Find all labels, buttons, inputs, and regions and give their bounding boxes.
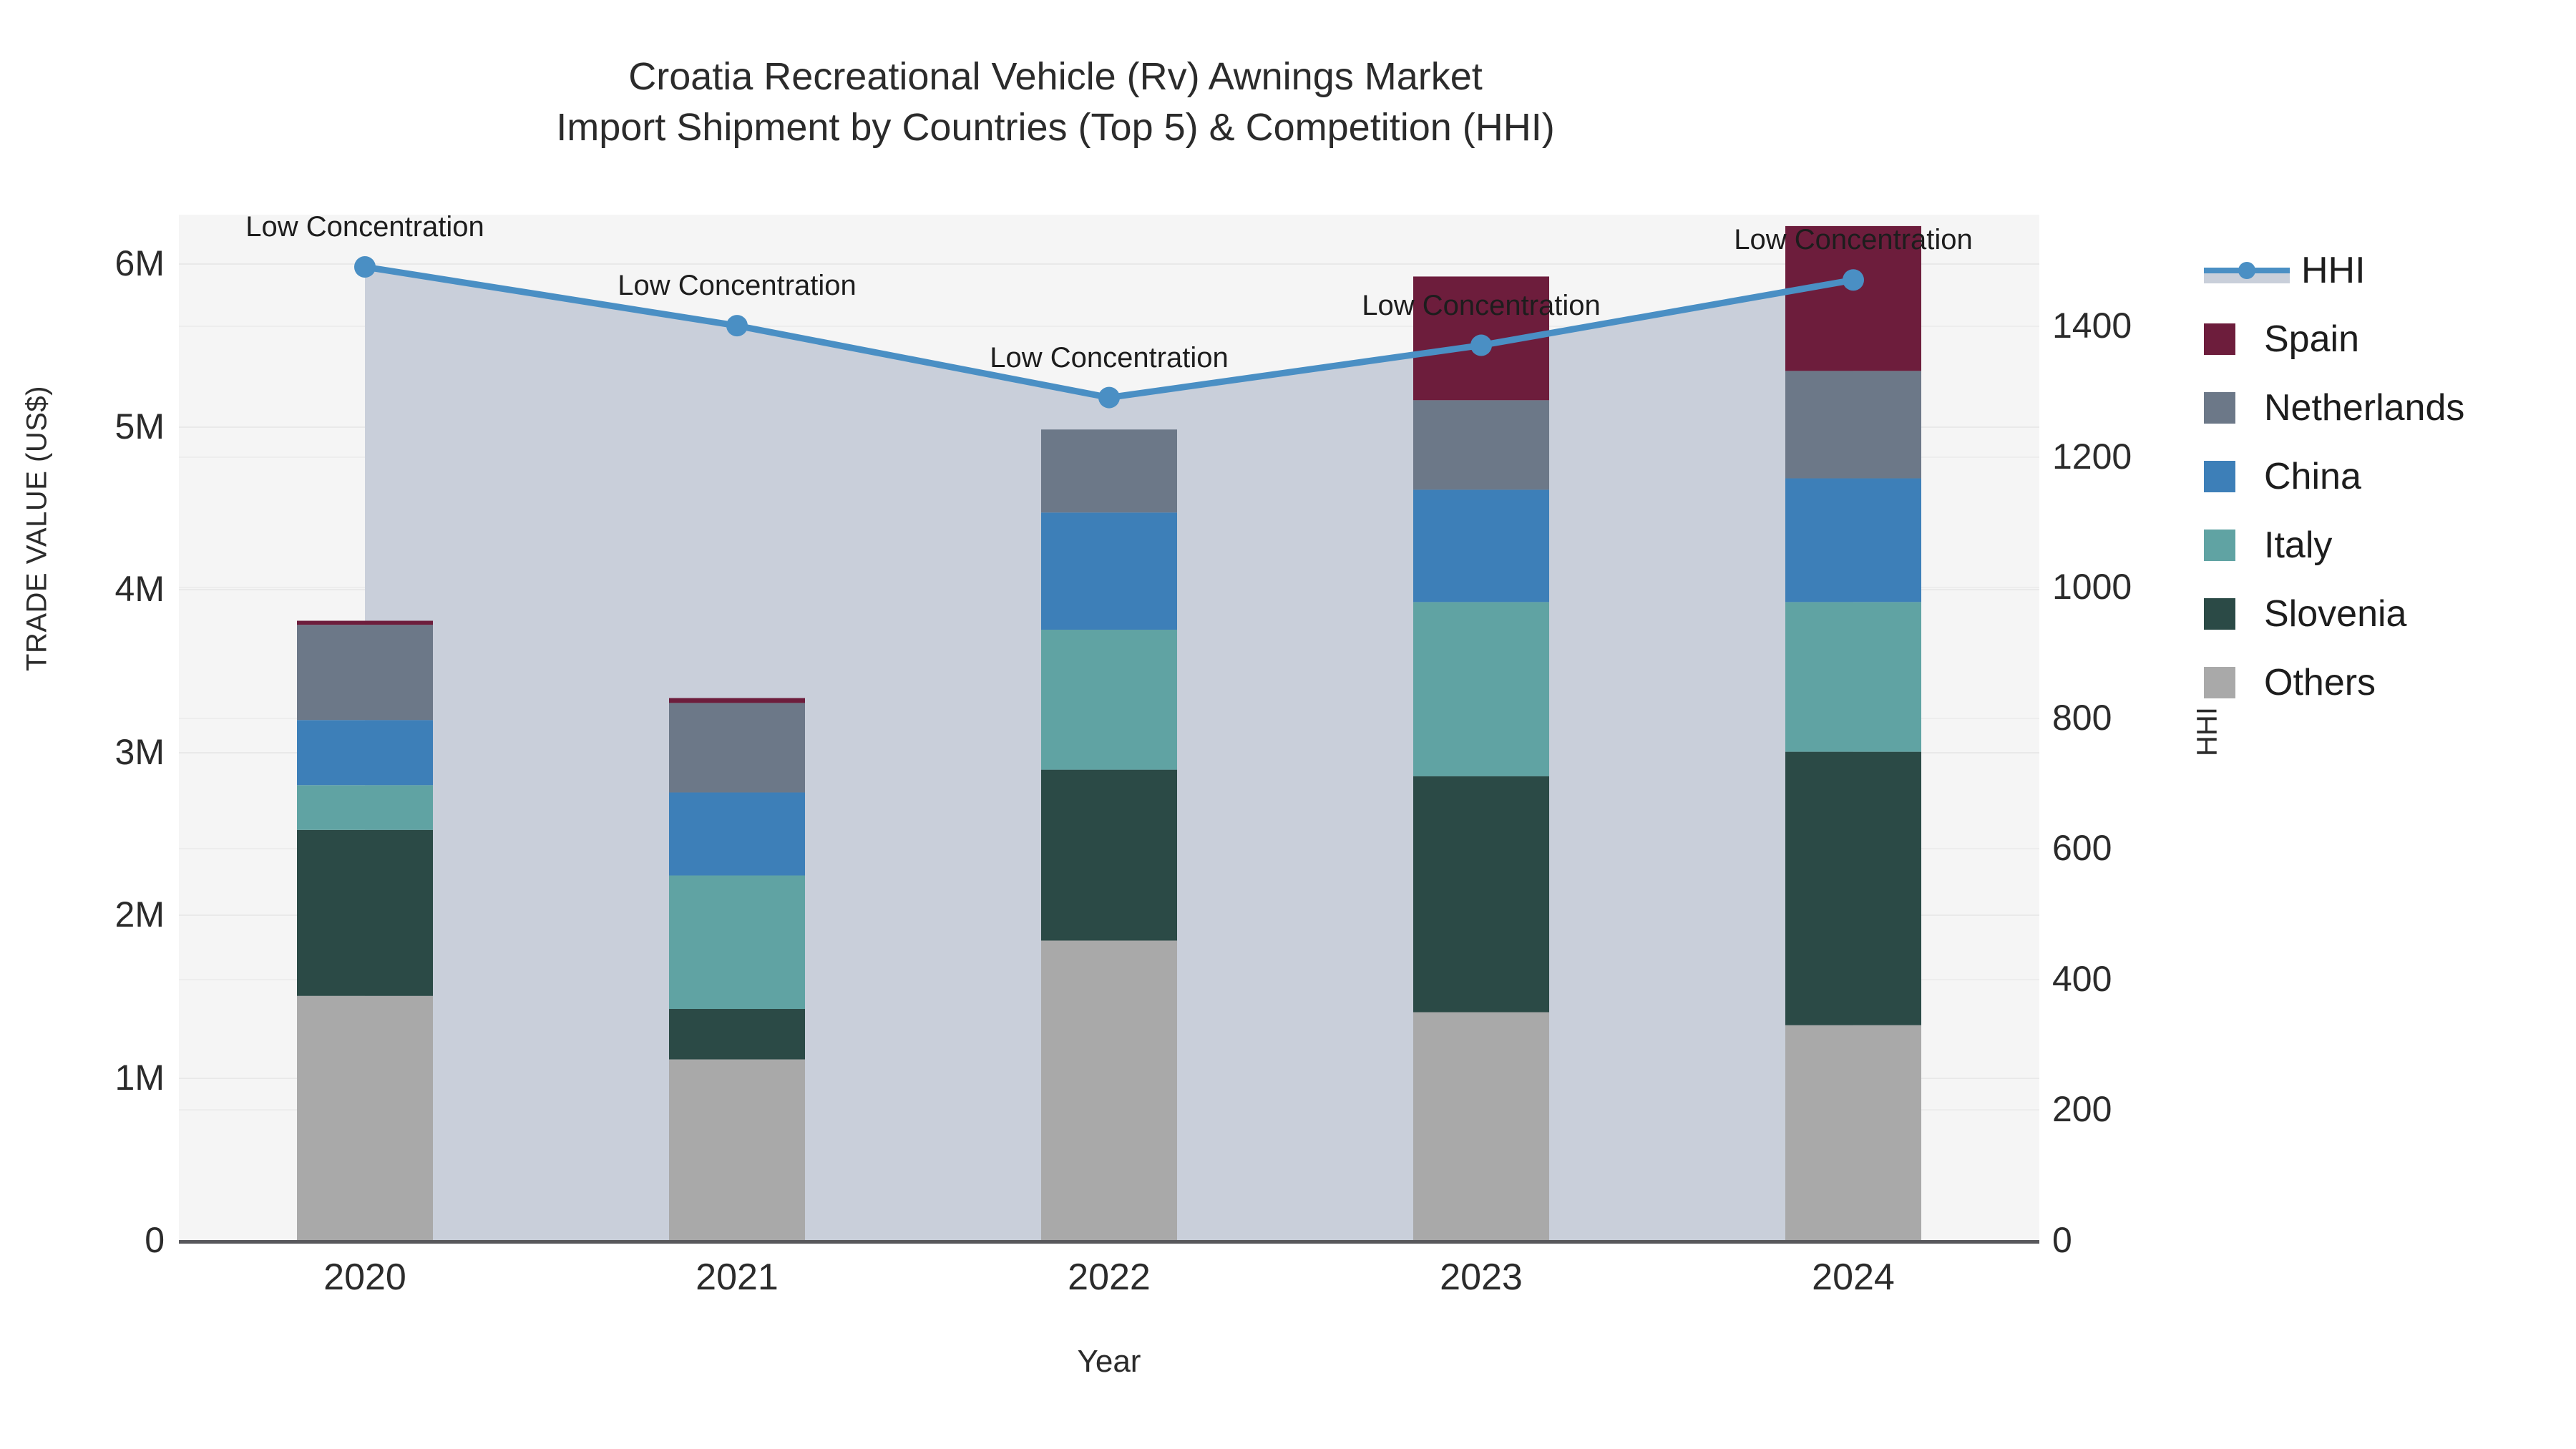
bar-segment-italy[interactable] <box>1041 630 1177 770</box>
legend-item-netherlands[interactable]: Netherlands <box>2204 374 2576 442</box>
bar-segment-others[interactable] <box>1041 940 1177 1240</box>
bar-segment-others[interactable] <box>669 1059 805 1240</box>
legend: HHI Spain Netherlands China Italy Slovenia Oth… <box>2204 236 2576 717</box>
legend-item-hhi[interactable]: HHI <box>2204 236 2576 305</box>
bar-segment-netherlands[interactable] <box>669 703 805 793</box>
legend-swatch-icon <box>2204 598 2235 630</box>
annotation-low-concentration: Low Concentration <box>1362 289 1601 321</box>
gridline-left <box>179 263 2039 265</box>
bar-segment-slovenia[interactable] <box>297 829 433 996</box>
annotation-low-concentration: Low Concentration <box>990 341 1229 374</box>
x-tick-2022: 2022 <box>1068 1257 1151 1298</box>
y-tick-right: 1000 <box>2052 567 2132 608</box>
legend-item-slovenia[interactable]: Slovenia <box>2204 580 2576 648</box>
y-tick-right: 400 <box>2052 958 2112 999</box>
hhi-marker[interactable] <box>1843 269 1864 291</box>
bar-segment-spain[interactable] <box>297 620 433 625</box>
legend-swatch-icon <box>2204 392 2235 424</box>
bar-segment-others[interactable] <box>1413 1012 1549 1240</box>
bar-segment-netherlands[interactable] <box>297 625 433 721</box>
y-tick-left: 5M <box>114 406 165 447</box>
legend-label: Slovenia <box>2264 593 2407 635</box>
legend-item-china[interactable]: China <box>2204 442 2576 511</box>
bar-segment-slovenia[interactable] <box>1041 769 1177 941</box>
bar-segment-italy[interactable] <box>1785 602 1921 752</box>
bar-segment-others[interactable] <box>297 995 433 1240</box>
gridline-right <box>179 326 2039 328</box>
legend-label: Spain <box>2264 318 2359 360</box>
bar-segment-china[interactable] <box>1785 478 1921 602</box>
y-tick-left: 6M <box>114 243 165 284</box>
legend-label: Others <box>2264 662 2376 703</box>
legend-swatch-icon <box>2204 461 2235 492</box>
x-tick-2021: 2021 <box>696 1257 779 1298</box>
bar-segment-italy[interactable] <box>669 875 805 1010</box>
bar-segment-italy[interactable] <box>1413 602 1549 776</box>
bar-segment-china[interactable] <box>669 792 805 876</box>
annotation-low-concentration: Low Concentration <box>1734 224 1973 256</box>
y-axis-right-ticks: 0 200 400 600 800 1000 1200 1400 <box>2052 215 2267 1260</box>
hhi-marker[interactable] <box>354 256 376 278</box>
y-tick-right: 0 <box>2052 1220 2072 1260</box>
x-tick-2020: 2020 <box>323 1257 406 1298</box>
hhi-marker[interactable] <box>1470 334 1492 356</box>
x-tick-2024: 2024 <box>1812 1257 1895 1298</box>
y-tick-right: 600 <box>2052 828 2112 869</box>
y-tick-left: 1M <box>114 1057 165 1098</box>
legend-swatch-icon <box>2204 530 2235 561</box>
y-tick-right: 1400 <box>2052 306 2132 346</box>
legend-item-spain[interactable]: Spain <box>2204 305 2576 374</box>
legend-label: HHI <box>2301 250 2366 291</box>
bar-segment-netherlands[interactable] <box>1413 400 1549 490</box>
y-tick-left: 3M <box>114 731 165 772</box>
bar-segment-netherlands[interactable] <box>1041 429 1177 513</box>
bar-segment-china[interactable] <box>1041 512 1177 630</box>
bar-segment-china[interactable] <box>297 720 433 786</box>
bar-segment-spain[interactable] <box>669 698 805 703</box>
plot-area <box>179 215 2039 1241</box>
hhi-marker[interactable] <box>726 315 748 337</box>
y-tick-right: 800 <box>2052 697 2112 738</box>
y-axis-left-label: TRADE VALUE (US$) <box>21 386 53 671</box>
legend-swatch-icon <box>2204 667 2235 698</box>
legend-item-others[interactable]: Others <box>2204 648 2576 717</box>
y-tick-right: 1200 <box>2052 436 2132 477</box>
legend-swatch-icon <box>2204 323 2235 355</box>
legend-label: Netherlands <box>2264 387 2465 429</box>
legend-line-icon <box>2204 255 2290 286</box>
bar-segment-netherlands[interactable] <box>1785 371 1921 479</box>
legend-item-italy[interactable]: Italy <box>2204 511 2576 580</box>
hhi-marker[interactable] <box>1098 386 1120 409</box>
annotation-low-concentration: Low Concentration <box>245 211 484 243</box>
y-tick-right: 200 <box>2052 1089 2112 1130</box>
bar-segment-slovenia[interactable] <box>669 1009 805 1060</box>
chart-title: Croatia Recreational Vehicle (Rv) Awning… <box>0 52 2111 154</box>
bar-segment-china[interactable] <box>1413 489 1549 602</box>
bar-segment-italy[interactable] <box>297 785 433 830</box>
bar-segment-slovenia[interactable] <box>1785 751 1921 1025</box>
y-axis-left-ticks: 0 1M 2M 3M 4M 5M 6M <box>0 215 166 1260</box>
legend-label: China <box>2264 456 2361 497</box>
legend-label: Italy <box>2264 525 2333 566</box>
y-tick-left: 0 <box>145 1220 165 1260</box>
bar-segment-slovenia[interactable] <box>1413 776 1549 1013</box>
x-axis-label: Year <box>1077 1344 1141 1379</box>
chart-title-line1: Croatia Recreational Vehicle (Rv) Awning… <box>628 55 1483 98</box>
x-tick-2023: 2023 <box>1440 1257 1523 1298</box>
bar-segment-spain[interactable] <box>1785 225 1921 371</box>
y-tick-left: 2M <box>114 894 165 935</box>
bar-segment-others[interactable] <box>1785 1025 1921 1240</box>
y-tick-left: 4M <box>114 569 165 610</box>
annotation-low-concentration: Low Concentration <box>618 270 857 302</box>
chart-title-line2: Import Shipment by Countries (Top 5) & C… <box>556 106 1555 150</box>
x-axis-line <box>179 1240 2039 1244</box>
hhi-line-overlay <box>297 225 1921 1241</box>
